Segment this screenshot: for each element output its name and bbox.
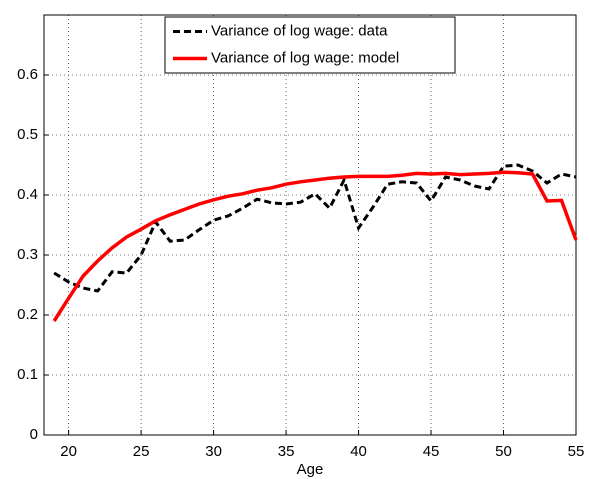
x-tick-label: 55 (568, 443, 585, 460)
y-tick-label: 0.5 (17, 126, 38, 143)
y-tick-label: 0 (30, 426, 38, 443)
y-tick-label: 0.3 (17, 246, 38, 263)
legend-box (164, 16, 456, 74)
line-series (52, 170, 578, 322)
y-tick-label: 0.4 (17, 186, 38, 203)
x-tick-label: 45 (423, 443, 440, 460)
legend-label: Variance of log wage: data (211, 22, 388, 39)
x-tick-label: 50 (495, 443, 512, 460)
y-tick-label: 0.2 (17, 306, 38, 323)
legend-label: Variance of log wage: model (211, 49, 399, 66)
y-tick-label: 0.6 (17, 66, 38, 83)
x-tick-label: 40 (350, 443, 367, 460)
x-axis-label: Age (297, 461, 324, 478)
x-tick-label: 30 (205, 443, 222, 460)
plot-frame (43, 14, 577, 436)
x-tick-label: 20 (60, 443, 77, 460)
x-tick-label: 25 (133, 443, 150, 460)
y-tick-label: 0.1 (17, 366, 38, 383)
x-tick-label: 35 (278, 443, 295, 460)
line-series (53, 163, 577, 293)
